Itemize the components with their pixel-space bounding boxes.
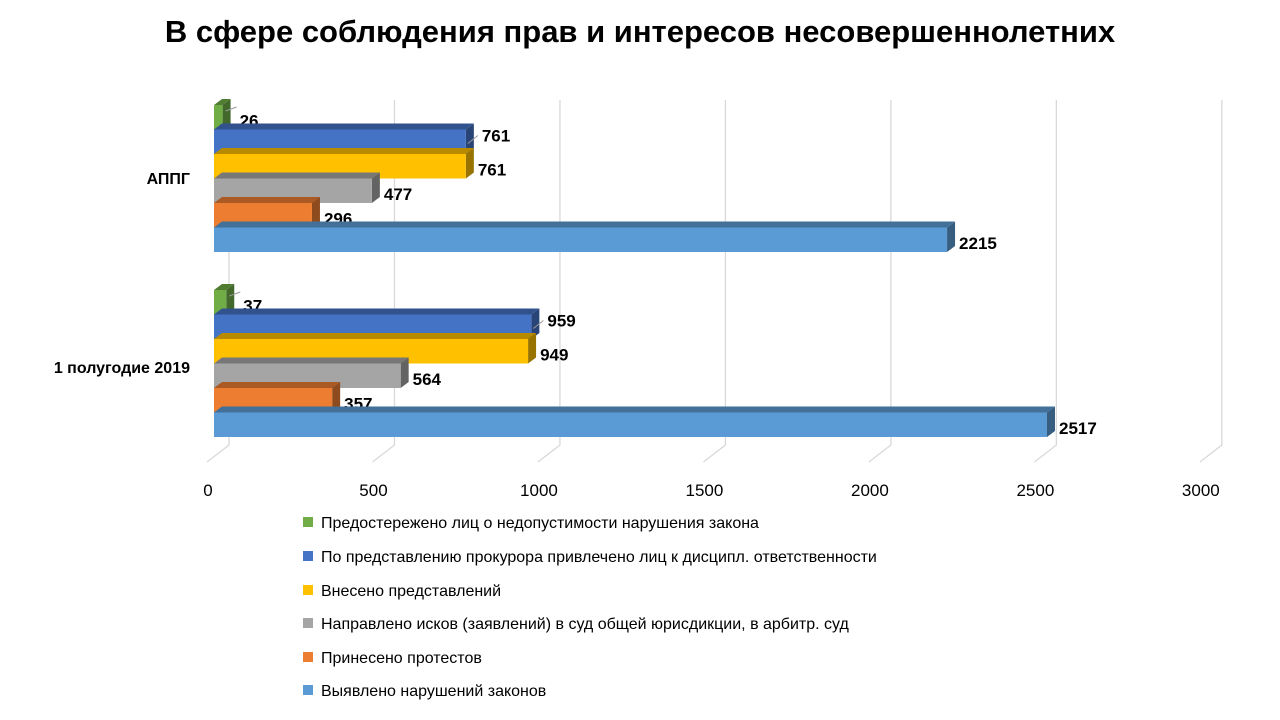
- data-label: 2517: [1059, 419, 1097, 438]
- bar-side-face: [465, 123, 474, 154]
- bar-side-face: [531, 308, 540, 339]
- x-tick-label: 0: [203, 481, 212, 500]
- category-label: АППГ: [147, 171, 190, 188]
- x-tick-label: 3000: [1182, 481, 1220, 500]
- category-label: 1 полугодие 2019: [54, 360, 190, 377]
- gridline: [703, 100, 727, 463]
- gridline: [868, 100, 892, 463]
- gridline: [1033, 100, 1058, 463]
- data-label: 564: [413, 370, 442, 389]
- bar-side-face: [226, 284, 235, 315]
- data-label: 959: [547, 312, 575, 331]
- legend-swatch: [303, 652, 313, 662]
- bar-side-face: [465, 148, 474, 179]
- bar-0-0: [214, 105, 223, 130]
- bar-side-face: [947, 221, 956, 252]
- data-label: 949: [540, 346, 568, 365]
- x-tick-label: 2500: [1016, 481, 1054, 500]
- legend-swatch: [303, 517, 313, 527]
- data-label: 761: [482, 127, 510, 146]
- legend-label: Внесено представлений: [321, 583, 501, 600]
- bar-0-1: [214, 290, 227, 315]
- legend-swatch: [303, 618, 313, 628]
- bar-top-face: [214, 284, 235, 290]
- legend-label: Принесено протестов: [321, 650, 482, 667]
- bar-top-face: [214, 197, 320, 203]
- leader-line: [225, 106, 237, 112]
- bar-top-face: [214, 382, 341, 388]
- x-tick-label: 2000: [851, 481, 889, 500]
- bar-side-face: [311, 197, 320, 228]
- gridline: [372, 100, 396, 463]
- leader-line: [229, 291, 241, 297]
- bar-5-1: [214, 412, 1047, 437]
- bar-side-face: [371, 172, 380, 203]
- bar-top-face: [214, 333, 537, 339]
- legend-swatch: [303, 685, 313, 695]
- bar-top-face: [214, 148, 474, 154]
- bar-side-face: [332, 382, 341, 413]
- bar-side-face: [400, 357, 409, 388]
- chart-title: В сфере соблюдения прав и интересов несо…: [164, 14, 1116, 49]
- legend-label: Предостережено лиц о недопустимости нару…: [321, 515, 759, 532]
- leader-line: [467, 135, 479, 144]
- bar-top-face: [214, 123, 474, 130]
- x-tick-label: 1000: [520, 481, 558, 500]
- bar-side-face: [222, 99, 231, 130]
- bar-side-face: [528, 333, 537, 364]
- bar-top-face: [214, 308, 540, 315]
- bar-top-face: [214, 99, 231, 105]
- gridline: [537, 100, 561, 463]
- bar-5-0: [214, 227, 948, 252]
- legend-swatch: [303, 551, 313, 561]
- legend-label: Направлено исков (заявлений) в суд общей…: [321, 616, 849, 633]
- legend-label: По представлению прокурора привлечено ли…: [321, 549, 877, 566]
- bar-top-face: [214, 221, 956, 228]
- leader-line: [533, 320, 544, 329]
- x-tick-label: 500: [359, 481, 387, 500]
- data-label: 2215: [959, 234, 997, 253]
- data-label: 761: [478, 161, 506, 180]
- legend-swatch: [303, 585, 313, 595]
- bar-top-face: [214, 357, 409, 364]
- gridline: [1199, 100, 1223, 463]
- data-label: 477: [384, 185, 412, 204]
- bar-top-face: [214, 406, 1055, 413]
- x-tick-label: 1500: [686, 481, 724, 500]
- legend-label: Выявлено нарушений законов: [321, 683, 546, 700]
- bar-top-face: [214, 172, 380, 179]
- bar-side-face: [1047, 406, 1055, 437]
